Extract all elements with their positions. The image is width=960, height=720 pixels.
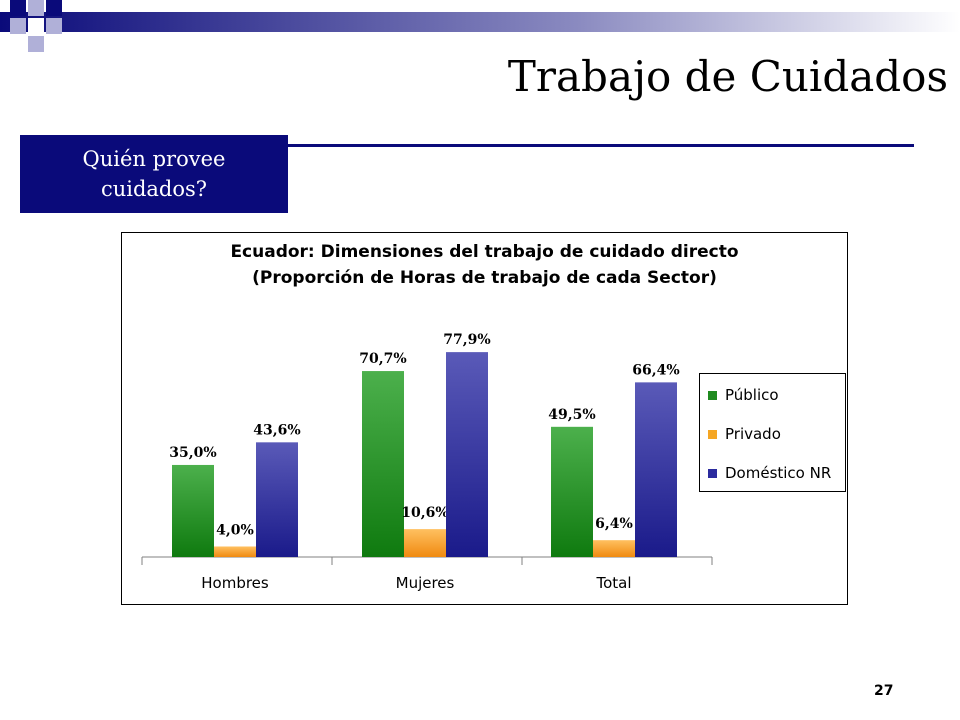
data-label: 6,4%	[595, 516, 633, 532]
legend-item-privado: Privado	[708, 425, 781, 443]
bar-dom-stico-nr-hombres	[256, 442, 298, 557]
legend-label-privado: Privado	[725, 425, 781, 443]
bar-dom-stico-nr-total	[635, 382, 677, 557]
data-label: 49,5%	[548, 407, 595, 423]
legend-swatch-privado	[708, 429, 717, 439]
subtitle-line-2: cuidados?	[100, 177, 208, 201]
legend-swatch-domestico	[708, 468, 717, 478]
bar-chart: 35,0% 4,0% 43,6% Hombres 70,7% 10,6% 77,9% Muje…	[141, 332, 713, 592]
chart-title-line-2: (Proporción de Horas de trabajo de cada …	[252, 268, 717, 288]
data-label: 43,6%	[253, 422, 300, 438]
data-label: 77,9%	[443, 332, 490, 348]
legend-label-publico: Público	[725, 386, 779, 404]
chart-frame: Ecuador: Dimensiones del trabajo de cuid…	[121, 232, 848, 605]
page-number: 27	[874, 683, 894, 699]
chart-title: Ecuador: Dimensiones del trabajo de cuid…	[122, 239, 847, 291]
data-label: 10,6%	[401, 505, 448, 521]
data-label: 70,7%	[359, 351, 406, 367]
bar-dom-stico-nr-mujeres	[446, 352, 488, 557]
bar-p-blico-total	[551, 426, 593, 557]
data-label: 35,0%	[169, 445, 216, 461]
subtitle-underline	[288, 144, 914, 147]
data-label: 66,4%	[632, 362, 679, 378]
data-label: 4,0%	[216, 522, 254, 538]
bar-privado-mujeres	[404, 529, 446, 557]
bar-p-blico-hombres	[172, 464, 214, 557]
category-label-total: Total	[595, 574, 631, 592]
legend-item-domestico: Doméstico NR	[708, 464, 831, 482]
legend-label-domestico: Doméstico NR	[725, 464, 832, 482]
legend-item-publico: Público	[708, 386, 779, 404]
category-label-hombres: Hombres	[201, 574, 269, 592]
bar-privado-total	[593, 540, 635, 557]
header-decoration	[0, 0, 960, 52]
legend-swatch-publico	[708, 390, 717, 400]
chart-title-line-1: Ecuador: Dimensiones del trabajo de cuid…	[230, 242, 739, 262]
category-label-mujeres: Mujeres	[396, 574, 455, 592]
bar-privado-hombres	[214, 546, 256, 557]
bar-p-blico-mujeres	[362, 371, 404, 557]
chart-legend: Público Privado Doméstico NR	[699, 373, 846, 492]
subtitle-line-1: Quién provee	[82, 147, 226, 171]
subtitle-box: Quién provee cuidados?	[20, 135, 288, 213]
slide-title: Trabajo de Cuidados	[507, 52, 948, 101]
